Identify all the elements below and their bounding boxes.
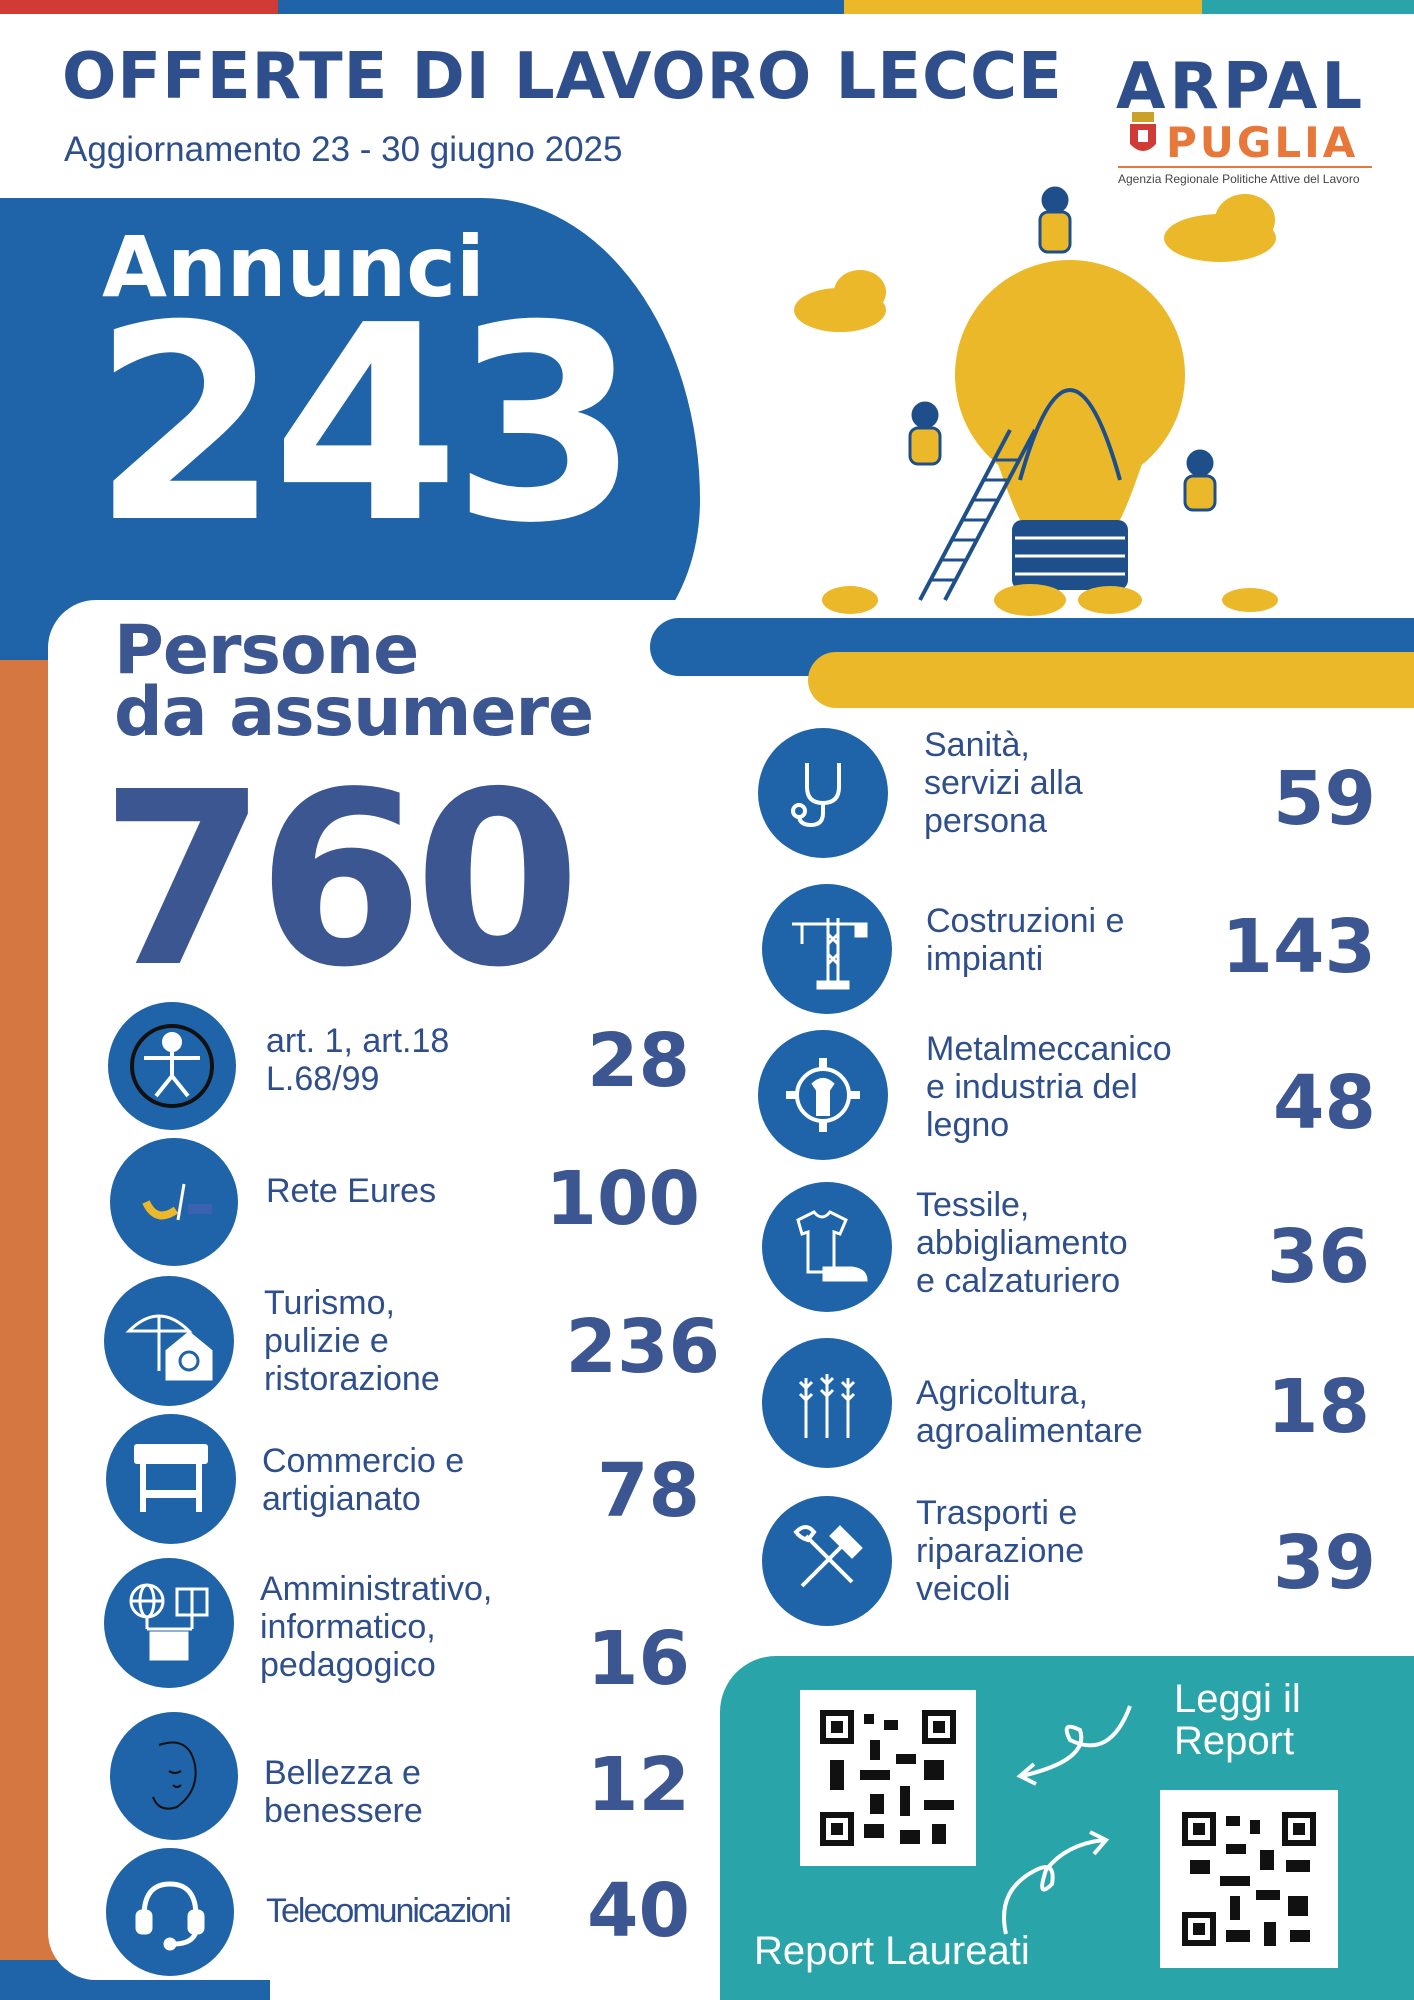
cat-label-tessile: Tessile, abbigliamento e calzaturiero	[916, 1186, 1128, 1300]
stethoscope-icon	[758, 728, 888, 858]
puglia-coat-of-arms-icon	[1128, 112, 1158, 158]
cat-value-eures: 100	[545, 1156, 700, 1242]
cat-value-commercio: 78	[597, 1448, 700, 1534]
cat-label-amministrativo: Amministrativo, informatico, pedagogico	[260, 1570, 493, 1684]
top-stripe-teal	[1202, 0, 1414, 14]
cat-label-bellezza: Bellezza e benessere	[264, 1754, 423, 1830]
lightbulb-illustration	[780, 180, 1320, 620]
top-stripe-yellow	[844, 0, 1202, 14]
cat-label-trasporti: Trasporti e riparazione veicoli	[916, 1494, 1085, 1608]
arrow-to-report-qr-icon	[1010, 1700, 1140, 1790]
cat-label-eures: Rete Eures	[266, 1172, 437, 1210]
persone-label: Persone da assumere	[114, 611, 594, 752]
agency-name: Agenzia Regionale Politiche Attive del L…	[1118, 172, 1360, 186]
cat-value-turismo: 236	[565, 1304, 720, 1390]
cat-label-art1: art. 1, art.18 L.68/99	[266, 1022, 450, 1098]
cat-value-costruzioni: 143	[1221, 904, 1376, 990]
eures-logo-icon	[110, 1138, 238, 1266]
cat-value-art1: 28	[587, 1018, 690, 1104]
yellow-pill	[808, 652, 1414, 708]
hammer-wrench-icon	[762, 1496, 892, 1626]
headset-icon	[106, 1848, 234, 1976]
arpal-logo: ARPAL	[1116, 50, 1367, 124]
globe-book-network-icon	[104, 1558, 234, 1688]
accessibility-icon	[108, 1002, 236, 1130]
cat-label-agricoltura: Agricoltura, agroalimentare	[916, 1374, 1143, 1450]
persone-label-line2: da assumere	[114, 673, 594, 752]
top-stripe-blue	[278, 0, 844, 14]
tourism-umbrella-house-icon	[104, 1276, 234, 1406]
cat-value-trasporti: 39	[1273, 1520, 1376, 1606]
cat-value-amministrativo: 16	[587, 1616, 690, 1702]
cat-value-bellezza: 12	[587, 1742, 690, 1828]
cat-label-costruzioni: Costruzioni e impianti	[926, 902, 1125, 978]
puglia-logo: PUGLIA	[1166, 118, 1359, 167]
annunci-label: Annunci	[102, 218, 485, 316]
shirt-shoe-icon	[762, 1182, 892, 1312]
wheat-icon	[762, 1338, 892, 1468]
read-report-label: Leggi il Report	[1174, 1677, 1301, 1763]
annunci-count: 243	[92, 267, 640, 582]
persone-count: 760	[100, 740, 581, 1020]
persone-label-line1: Persone	[114, 611, 419, 690]
cat-label-telecomunicazioni: Telecomunicazioni	[266, 1892, 512, 1930]
cat-label-commercio: Commercio e artigianato	[262, 1442, 465, 1518]
cat-value-agricoltura: 18	[1267, 1364, 1370, 1450]
qr-code-report[interactable]	[800, 1690, 976, 1866]
woman-face-icon	[110, 1712, 238, 1840]
page-title: OFFERTE DI LAVORO LECCE	[62, 40, 1063, 114]
cat-value-telecomunicazioni: 40	[587, 1868, 690, 1954]
annunci-panel	[0, 198, 700, 668]
cat-value-metalmeccanico: 48	[1273, 1060, 1376, 1146]
crane-icon	[762, 884, 892, 1014]
cat-label-sanita: Sanità, servizi alla persona	[924, 726, 1083, 840]
logo-divider	[1118, 166, 1372, 168]
cat-label-turismo: Turismo, pulizie e ristorazione	[264, 1284, 440, 1398]
cat-value-sanita: 59	[1273, 756, 1376, 842]
qr-code-graduates[interactable]	[1160, 1790, 1338, 1968]
market-stall-icon	[106, 1414, 236, 1544]
gear-wrench-icon	[758, 1030, 888, 1160]
update-date: Aggiornamento 23 - 30 giugno 2025	[64, 130, 623, 169]
arrow-to-graduates-qr-icon	[996, 1830, 1116, 1940]
cat-value-tessile: 36	[1267, 1214, 1370, 1300]
graduates-report-label: Report Laureati	[754, 1929, 1030, 1973]
top-stripe-red	[0, 0, 278, 14]
cat-label-metalmeccanico: Metalmeccanico e industria del legno	[926, 1030, 1172, 1144]
